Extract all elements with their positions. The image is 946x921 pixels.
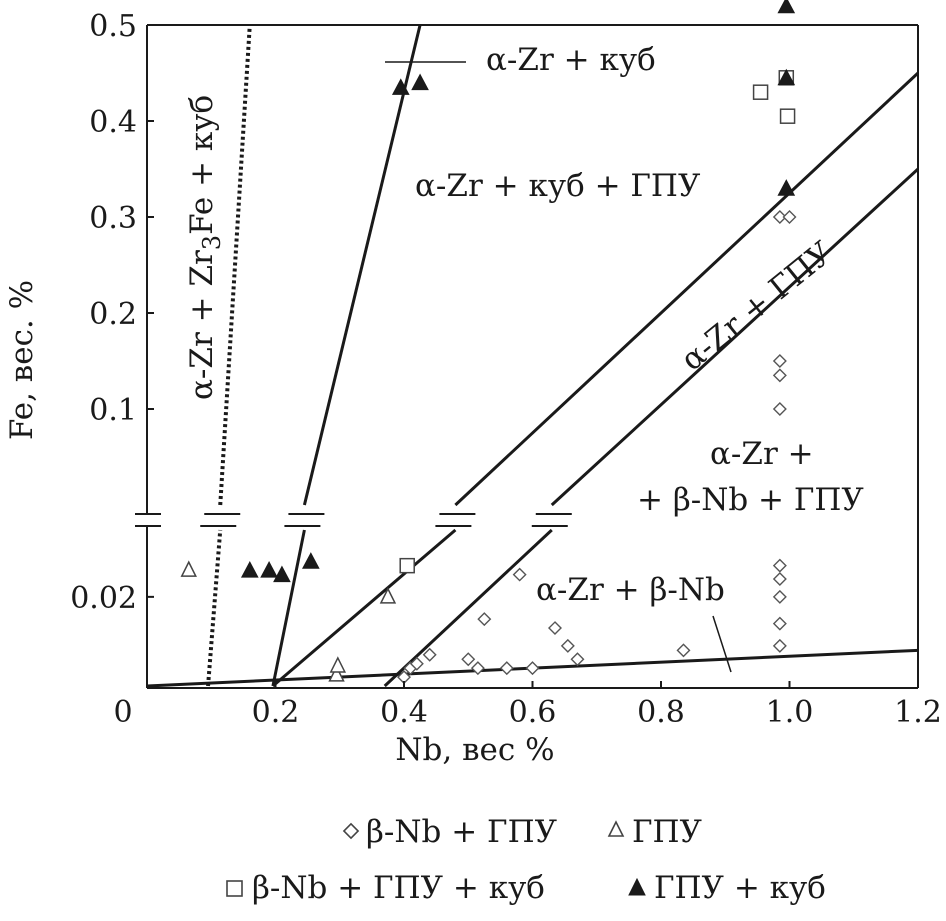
point-s0-19 xyxy=(772,402,787,416)
y-axis-title: Fe, вес. % xyxy=(4,280,40,440)
point-s0-22 xyxy=(772,210,787,224)
region-label-nb-gpu-line2: + β-Nb + ГПУ xyxy=(637,482,864,518)
point-s0-2 xyxy=(409,656,424,671)
y-upper-tick-label-4: 0.5 xyxy=(89,9,137,44)
data-points xyxy=(180,0,797,685)
point-s0-21 xyxy=(772,354,787,368)
point-s3-3 xyxy=(302,552,320,569)
point-s0-17 xyxy=(772,616,787,631)
point-s0-13 xyxy=(676,643,691,658)
legend-label-gpu-kub: ГПУ + куб xyxy=(654,870,826,906)
legend-label-bnb-gpu: β-Nb + ГПУ xyxy=(366,814,558,850)
legend: β-Nb + ГПУ ГПУ β-Nb + ГПУ + куб ГПУ + ку… xyxy=(226,814,826,906)
point-s3-4 xyxy=(391,78,410,95)
point-s3-1 xyxy=(260,561,278,578)
point-s0-11 xyxy=(560,638,575,653)
x-tick-label-4: 0.8 xyxy=(637,695,685,730)
legend-marker-diamond xyxy=(342,822,360,840)
legend-marker-triangle-open xyxy=(607,820,625,837)
point-s0-20 xyxy=(772,368,787,383)
point-s2-3 xyxy=(779,108,796,124)
region-label-kub-gpu: α-Zr + куб + ГПУ xyxy=(415,168,701,204)
plot-frame xyxy=(135,24,919,689)
point-s2-0 xyxy=(399,557,415,574)
point-s0-4 xyxy=(461,652,476,667)
point-s1-0 xyxy=(180,560,197,577)
x-tick-label-1: 0.2 xyxy=(252,695,300,730)
region-label-kub: α-Zr + куб xyxy=(486,42,656,78)
x-tick-label-3: 0.6 xyxy=(509,695,557,730)
point-s0-23 xyxy=(782,210,797,224)
region-label-gpu-text: α-Zr + ГПУ xyxy=(674,234,840,378)
point-s0-10 xyxy=(547,621,562,636)
point-s0-9 xyxy=(525,661,540,676)
point-s3-8 xyxy=(777,179,796,196)
boundary-3-upper xyxy=(550,167,920,507)
x-tick-label-6: 1.2 xyxy=(894,695,942,730)
axis-titles: Nb, вес % Fe, вес. % xyxy=(4,280,555,768)
legend-label-gpu: ГПУ xyxy=(632,814,703,850)
x-tick-label-2: 0.4 xyxy=(380,695,428,730)
legend-item-bnb-gpu-kub: β-Nb + ГПУ + куб xyxy=(226,870,545,906)
point-s3-0 xyxy=(240,561,259,578)
point-s0-18 xyxy=(772,638,787,653)
legend-label-bnb-gpu-kub: β-Nb + ГПУ + куб xyxy=(252,870,545,906)
boundary-2-lower xyxy=(271,528,457,688)
point-s2-1 xyxy=(752,84,769,100)
boundary-1-upper xyxy=(302,24,422,506)
x-tick-label-5: 1.0 xyxy=(766,695,814,730)
y-upper-tick-label-0: 0.1 xyxy=(89,393,137,428)
legend-item-gpu-kub: ГПУ + куб xyxy=(628,870,826,906)
region-label-beta-nb: α-Zr + β-Nb xyxy=(536,572,725,608)
point-s3-2 xyxy=(273,565,291,583)
y-upper-tick-label-2: 0.3 xyxy=(89,201,137,236)
legend-item-gpu: ГПУ xyxy=(607,814,703,850)
point-s0-16 xyxy=(772,589,787,604)
point-s0-3 xyxy=(422,647,437,662)
point-s0-14 xyxy=(772,558,787,573)
point-s0-6 xyxy=(477,612,492,627)
region-label-gpu: α-Zr + ГПУ xyxy=(674,234,840,378)
point-s3-7 xyxy=(777,68,796,86)
axis-ticks: 0 0.2 0.4 0.6 0.8 1.0 1.2 0.1 0.2 0.3 0.4 0.5 0.02 xyxy=(70,9,942,730)
y-lower-tick-label-0: 0.02 xyxy=(70,581,137,616)
x-tick-label-0: 0 xyxy=(113,695,132,730)
point-s0-5 xyxy=(470,661,485,676)
boundary-2-upper xyxy=(454,71,920,507)
y-axis-title-group: Fe, вес. % xyxy=(4,280,40,440)
point-s1-2 xyxy=(329,656,347,673)
phase-boundaries xyxy=(146,24,920,688)
point-s0-7 xyxy=(499,661,514,676)
region-label-nb-gpu-line1: α-Zr + xyxy=(710,436,814,472)
point-s1-3 xyxy=(379,587,397,604)
point-s1-1 xyxy=(328,665,345,682)
y-upper-tick-label-1: 0.2 xyxy=(89,297,137,332)
region-label-zr3fe-text: α-Zr + Zr3Fe + куб xyxy=(184,95,226,400)
legend-item-bnb-gpu: β-Nb + ГПУ xyxy=(342,814,558,850)
legend-marker-triangle-filled xyxy=(628,877,646,896)
point-s3-5 xyxy=(411,73,429,91)
x-axis-title: Nb, вес % xyxy=(395,732,554,768)
boundary-3-lower xyxy=(383,528,553,688)
y-upper-tick-label-3: 0.4 xyxy=(89,105,137,140)
region-label-zr3fe: α-Zr + Zr3Fe + куб xyxy=(184,95,226,400)
boundary-0-lower xyxy=(206,529,223,687)
point-s3-6 xyxy=(777,0,796,14)
point-s0-12 xyxy=(570,652,585,667)
boundary-0-upper xyxy=(218,24,252,506)
point-s0-15 xyxy=(772,572,787,587)
boundary-1-lower xyxy=(271,529,306,687)
label-leader-beta-nb xyxy=(712,615,732,673)
legend-marker-square xyxy=(226,880,243,897)
region-labels: α-Zr + Zr3Fe + куб α-Zr + куб α-Zr + куб… xyxy=(184,42,864,608)
point-s0-8 xyxy=(512,567,527,582)
